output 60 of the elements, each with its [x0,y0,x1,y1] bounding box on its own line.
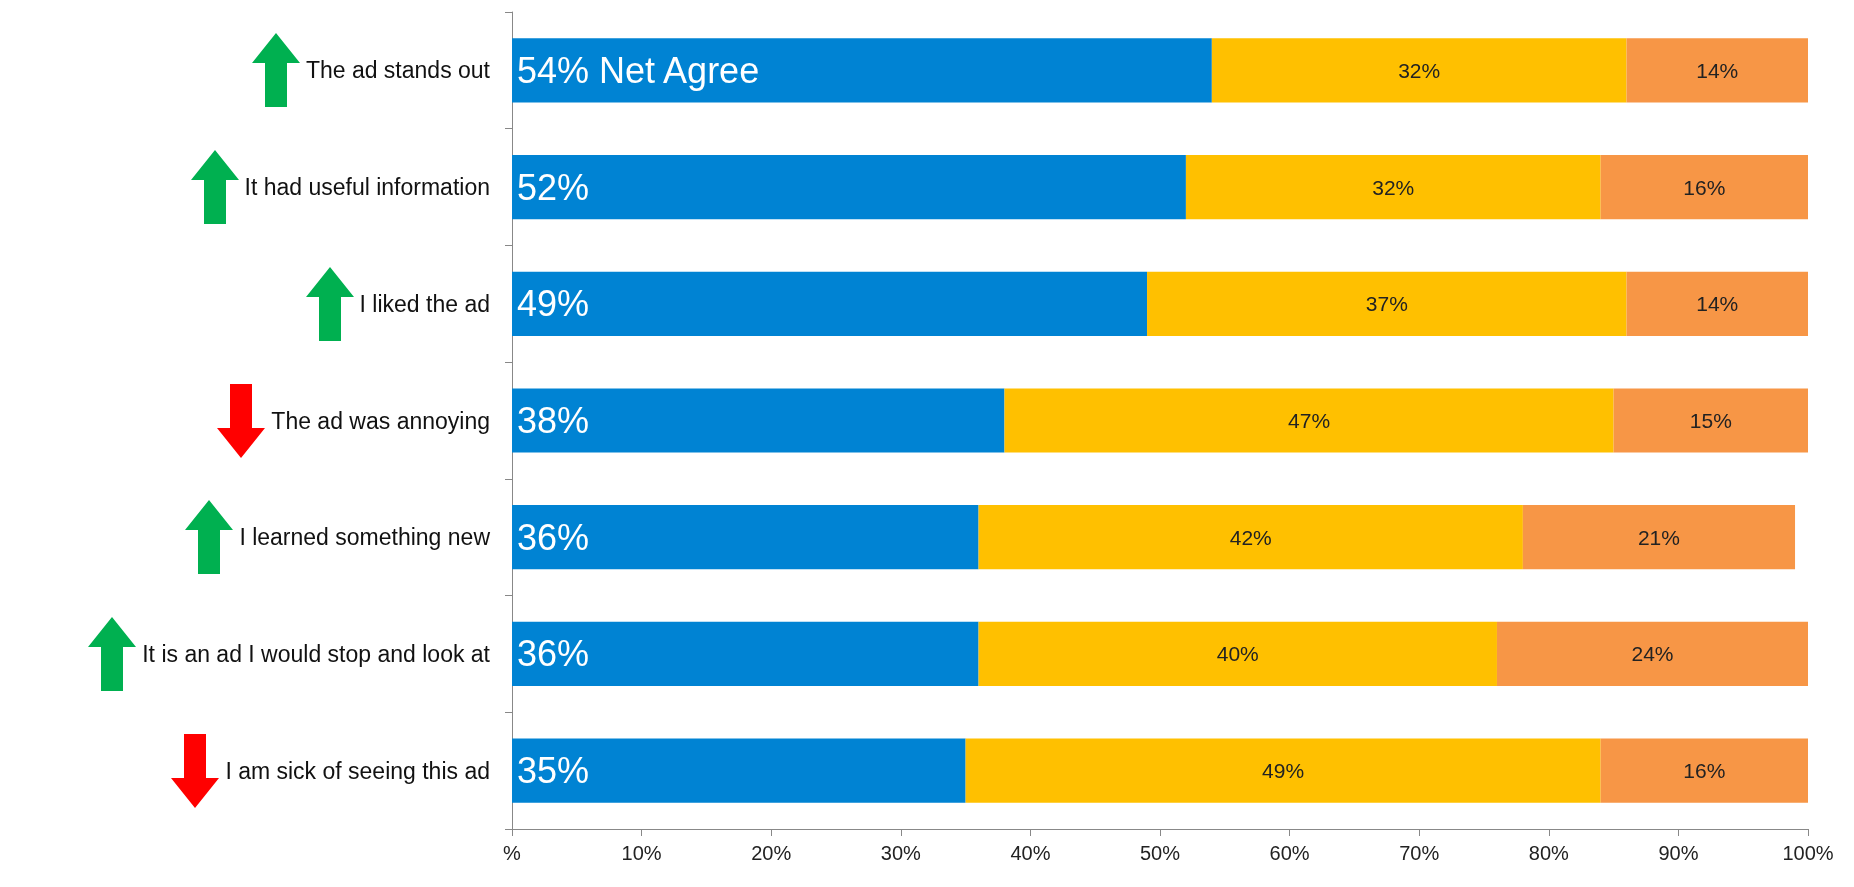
bar [1211,38,1627,103]
data-label: 15% [1689,409,1732,432]
bar [512,38,1212,103]
bar [1496,621,1808,687]
data-label: 37% [1365,292,1408,316]
x-tick-label: 100% [1782,842,1834,864]
x-tick-label: 50% [1139,842,1181,864]
bar [512,621,979,687]
data-label: 32% [1372,175,1415,199]
x-tick-label: 70% [1399,842,1440,864]
bar [978,505,1523,570]
data-label: 35% [517,750,590,792]
y-tick-label: I am sick of seeing this ad [225,757,490,784]
data-label: 16% [1683,759,1726,783]
bar [978,621,1497,687]
data-label: 52% [517,166,590,208]
data-label: 21% [1637,525,1680,549]
x-tick-label: 30% [880,842,922,864]
data-label: 14% [1696,58,1739,82]
bar [512,738,966,803]
x-tick-label: 10% [621,842,662,864]
y-tick-label: I learned something new [239,524,491,551]
x-tick-label: 90% [1658,842,1699,864]
bar [1147,271,1627,336]
bar [965,738,1601,803]
bar [1600,154,1808,220]
y-tick-label: It had useful information [244,174,490,201]
y-tick-label: I liked the ad [359,290,490,317]
bar [1613,388,1808,453]
data-label: 49% [517,283,590,325]
x-tick-label: 40% [1010,842,1051,864]
data-label: 36% [517,633,590,675]
bar [1626,271,1808,336]
bar [1600,738,1808,803]
bar [512,271,1148,336]
x-tick-label: 80% [1528,842,1570,864]
bar [512,505,979,570]
data-label: 42% [1229,525,1272,549]
data-label: 54% Net Agree [517,49,760,91]
data-label: 36% [517,516,590,558]
x-tick-label: % [503,842,522,864]
data-label: 16% [1683,175,1726,199]
x-tick-label: 20% [751,842,792,864]
y-tick-label: It is an ad I would stop and look at [142,640,491,667]
data-label: 47% [1288,409,1331,432]
bar [1522,505,1796,570]
data-label: 40% [1216,642,1259,666]
y-tick-label: The ad was annoying [271,407,490,434]
data-label: 14% [1696,292,1739,316]
data-label: 49% [1262,759,1305,783]
bar [1004,388,1614,453]
data-label: 32% [1398,58,1441,82]
bar [1626,38,1808,103]
bar [512,154,1186,220]
data-label: 24% [1631,642,1674,666]
data-label: 38% [517,400,590,441]
bar [1185,154,1601,220]
bar [512,388,1005,453]
x-tick-label: 60% [1269,842,1310,864]
y-tick-label: The ad stands out [305,57,491,84]
